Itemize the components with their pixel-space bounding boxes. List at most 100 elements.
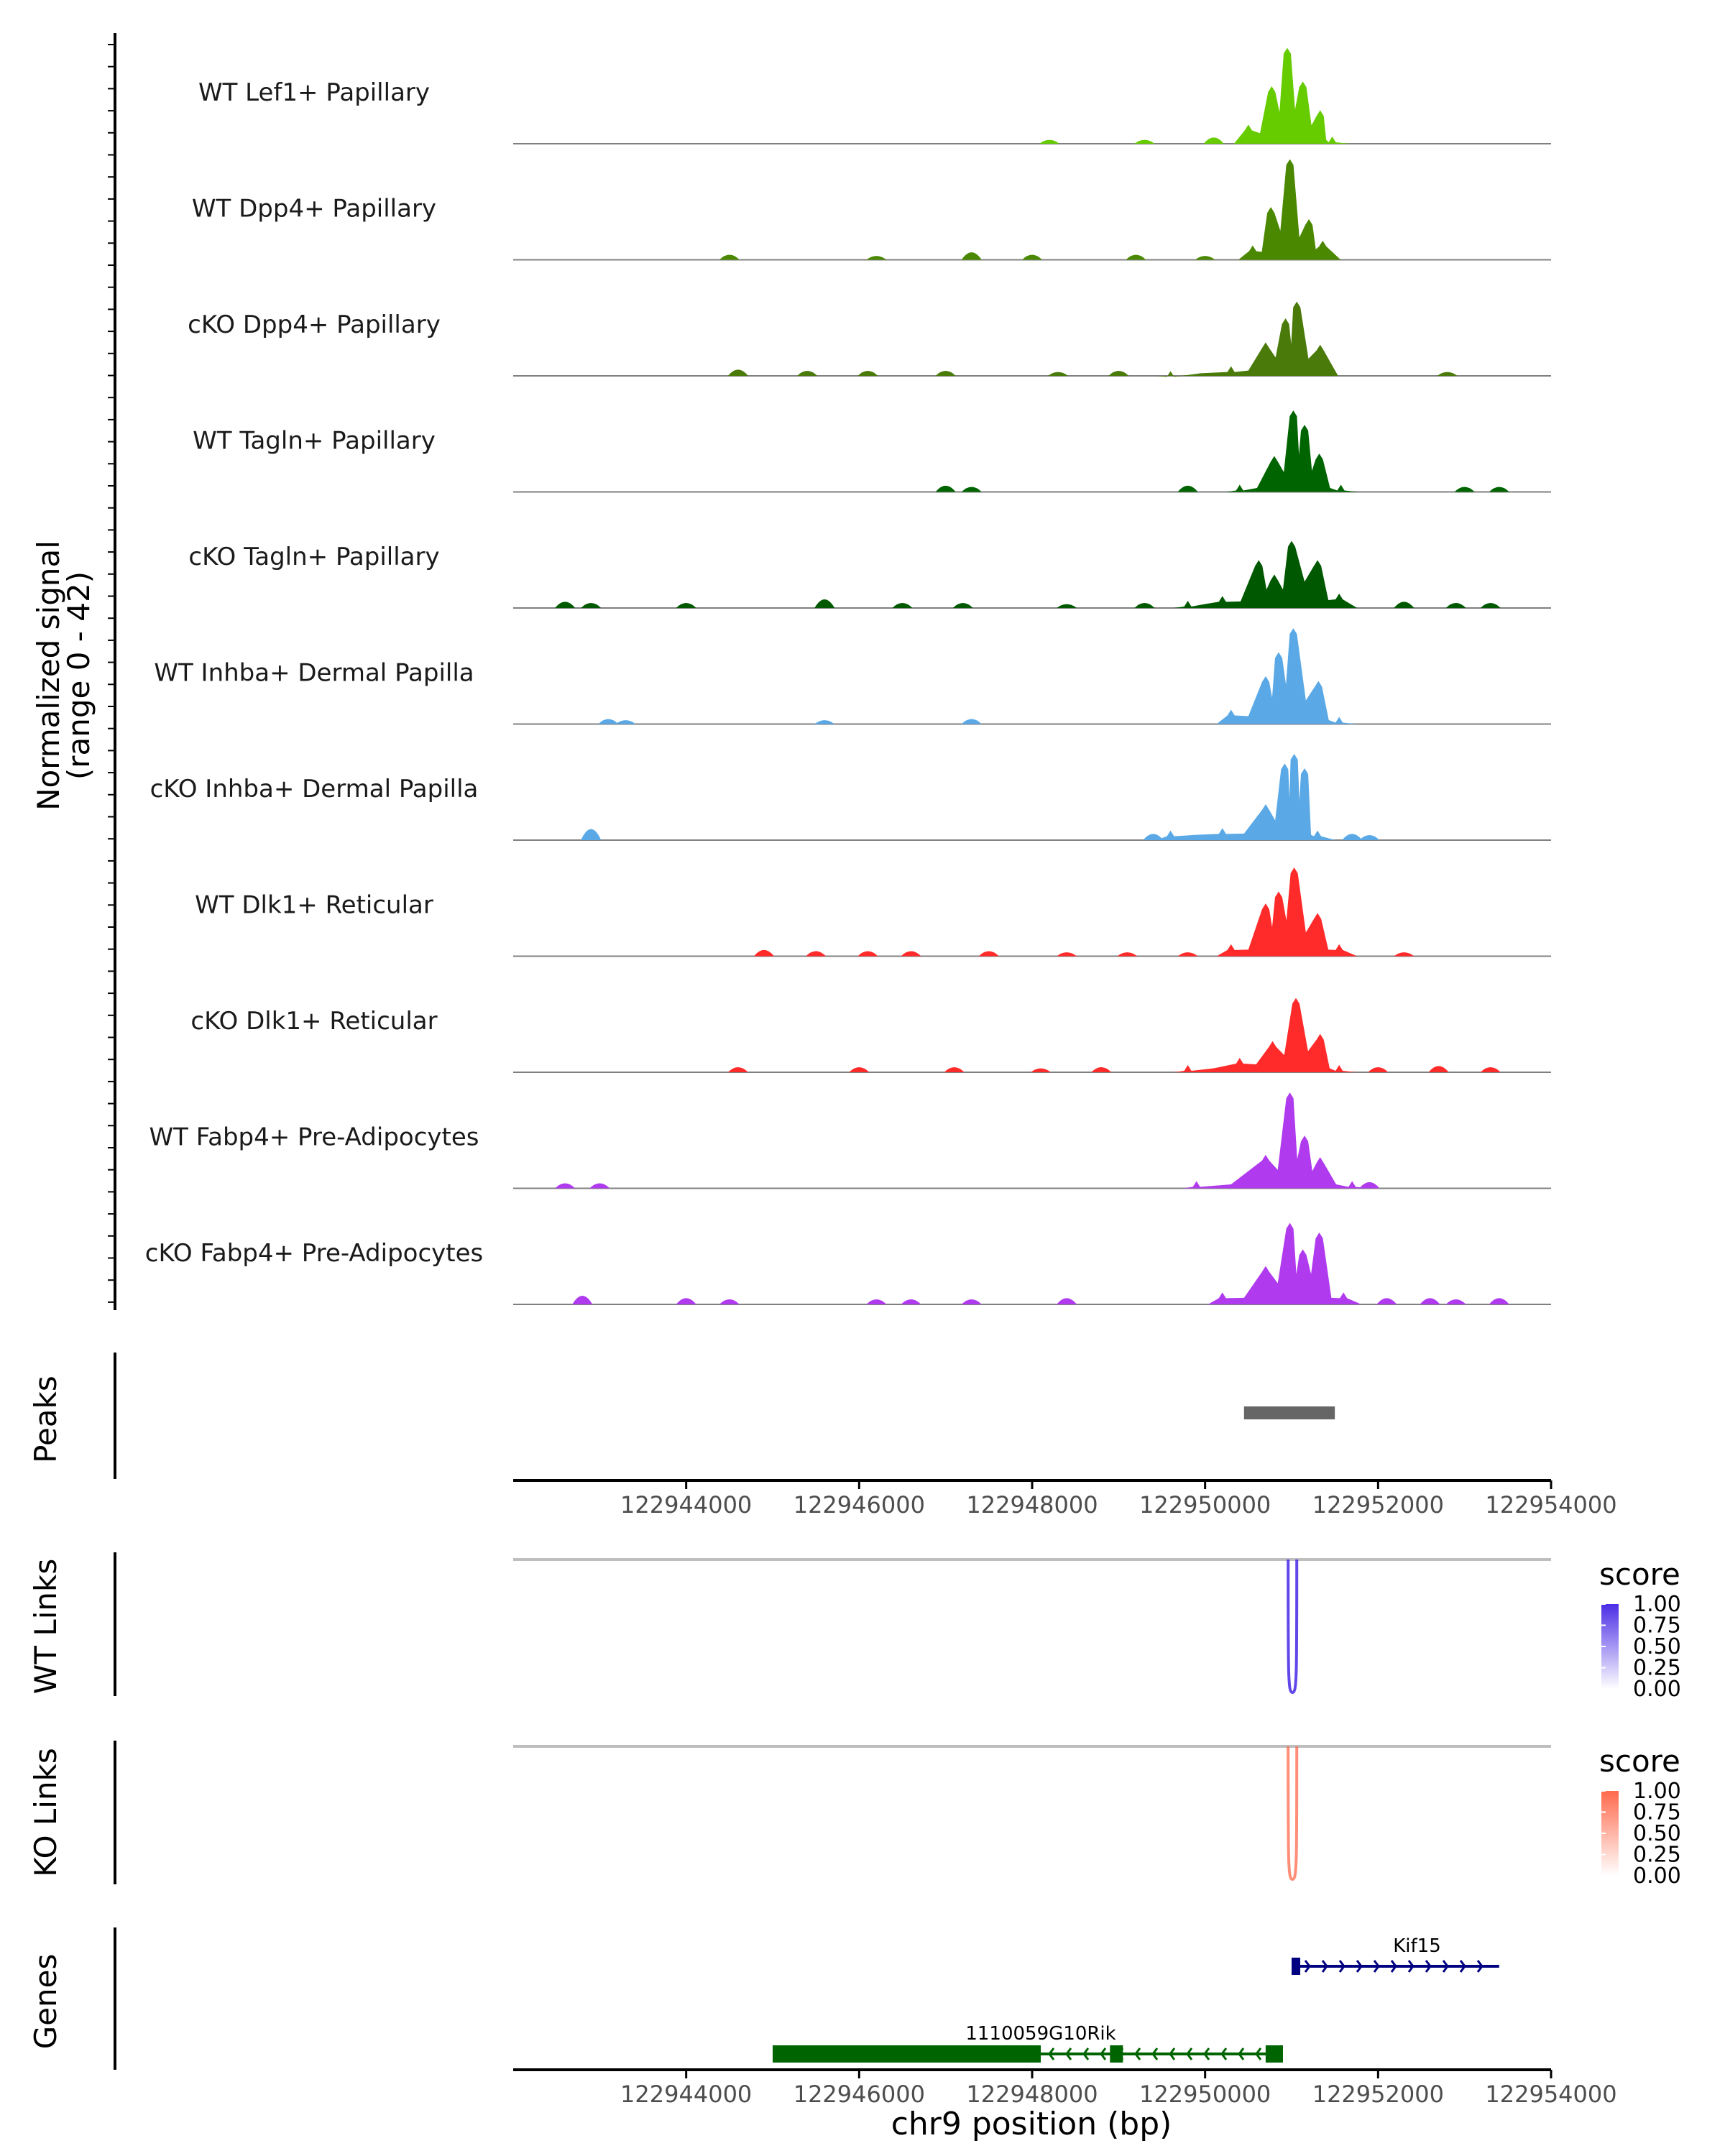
ko-links-track-label: KO Links: [28, 1748, 63, 1877]
signal-bump: [1022, 254, 1042, 260]
track-wt-fabp4-pre-adipocytes: WT Fabp4+ Pre-Adipocytes: [150, 1092, 1551, 1189]
strand-chevron: [1203, 2047, 1210, 2060]
legend-value: 0.50: [1633, 1634, 1681, 1659]
strand-chevron: [1255, 2047, 1262, 2060]
signal-bump: [1394, 952, 1414, 957]
legend-value: 0.25: [1633, 1843, 1681, 1868]
signal-bump: [676, 603, 696, 608]
signal-bump: [857, 371, 878, 376]
x-axis-tick-label: 122954000: [1485, 1491, 1616, 1519]
wt-links-track: [513, 1558, 1551, 1695]
track-label: WT Dpp4+ Papillary: [192, 195, 436, 224]
signal-bump: [814, 720, 835, 724]
ko-links-track: [513, 1745, 1551, 1881]
strand-chevron: [1476, 1960, 1484, 1973]
x-axis-tick-label: 122946000: [794, 1491, 925, 1519]
signal-peak-area: [1208, 1222, 1362, 1304]
signal-bump: [1376, 1298, 1397, 1304]
signal-bump: [1195, 256, 1215, 260]
signal-bump: [581, 603, 602, 608]
signal-peak-area: [1238, 159, 1341, 260]
strand-chevron: [1065, 2047, 1072, 2060]
signal-bump: [1342, 834, 1363, 840]
signal-bump: [1134, 603, 1155, 608]
strand-chevron: [1356, 1960, 1363, 1973]
signal-bump: [866, 1299, 887, 1304]
gene-exon: [1292, 1958, 1301, 1975]
track-label: cKO Tagln+ Papillary: [188, 543, 439, 571]
signal-bump: [727, 369, 748, 376]
strand-chevron: [1459, 1960, 1466, 1973]
signal-peak-area: [1156, 754, 1336, 840]
x-axis-tick-label: 122952000: [1312, 2081, 1444, 2108]
wt-links-legend-title: score: [1599, 1557, 1680, 1592]
signal-bump: [676, 1298, 696, 1304]
x-axis-tick-label: 122950000: [1139, 1491, 1271, 1519]
legend-value: 0.25: [1633, 1656, 1681, 1681]
track-wt-inhba-dermal-papilla: WT Inhba+ Dermal Papilla: [154, 628, 1551, 725]
signal-bump: [1177, 485, 1198, 492]
signal-bump: [727, 1067, 748, 1072]
strand-chevron: [1390, 1960, 1397, 1973]
signal-bump: [944, 1067, 965, 1072]
gene-exon: [1265, 2045, 1283, 2063]
signal-bump: [901, 1299, 921, 1304]
signal-bump: [797, 371, 818, 376]
signal-bump: [849, 1067, 870, 1072]
strand-chevron: [1082, 2047, 1090, 2060]
signal-bump: [1428, 1066, 1449, 1072]
signal-peak-area: [1173, 998, 1358, 1072]
signal-bump: [719, 1299, 740, 1304]
signal-bump: [1134, 139, 1155, 144]
track-cko-dpp4-papillary: cKO Dpp4+ Papillary: [188, 301, 1551, 377]
signal-axis-ticks: [108, 44, 115, 1303]
signal-bump: [1359, 835, 1380, 840]
signal-bump: [1057, 952, 1077, 957]
strand-chevron: [1169, 2047, 1176, 2060]
strand-chevron: [1442, 1960, 1449, 1973]
signal-bump: [961, 719, 982, 724]
signal-bump: [866, 256, 887, 260]
ko-links-legend: score 1.000.750.500.250.00: [1599, 1743, 1681, 1889]
signal-bump: [555, 602, 576, 608]
x-axis-tick-label: 122948000: [966, 2081, 1098, 2108]
gene-1110059g10rik: 1110059G10Rik: [773, 2023, 1283, 2063]
track-wt-dlk1-reticular: WT Dlk1+ Reticular: [195, 867, 1551, 957]
gene-exon: [1110, 2045, 1123, 2063]
signal-bump: [1126, 254, 1146, 260]
signal-bump: [555, 1183, 576, 1189]
legend-value: 0.50: [1633, 1821, 1681, 1846]
signal-peak-area: [1173, 540, 1358, 608]
track-wt-dpp4-papillary: WT Dpp4+ Papillary: [192, 159, 1551, 261]
track-label: WT Dlk1+ Reticular: [195, 891, 433, 920]
track-wt-lef1-papillary: WT Lef1+ Papillary: [198, 47, 1551, 144]
link-arc: [1287, 1559, 1299, 1695]
strand-chevron: [1220, 2047, 1228, 2060]
strand-chevron: [1338, 1960, 1346, 1973]
signal-bump: [1057, 604, 1077, 608]
strand-chevron: [1048, 2047, 1055, 2060]
signal-bump: [814, 599, 835, 608]
wt-links-track-label: WT Links: [28, 1559, 63, 1694]
signal-bump: [1489, 1298, 1509, 1304]
x-axis-tick-label: 122944000: [620, 1491, 752, 1519]
signal-bump: [1420, 1298, 1440, 1304]
gene-kif15: Kif15: [1292, 1935, 1499, 1975]
signal-bump: [935, 485, 956, 492]
signal-bump: [1394, 602, 1414, 608]
signal-bump: [753, 949, 774, 957]
signal-axis-label-line1: Normalized signal: [31, 540, 66, 811]
track-cko-tagln-papillary: cKO Tagln+ Papillary: [188, 540, 1551, 609]
signal-peak-area: [1216, 628, 1358, 724]
legend-value: 0.00: [1633, 1677, 1681, 1702]
signal-bump: [1091, 1067, 1112, 1072]
track-label: WT Tagln+ Papillary: [193, 427, 436, 456]
x-axis-tick-label: 122948000: [966, 1491, 1098, 1519]
genes-track-label: Genes: [28, 1954, 63, 2050]
strand-chevron: [1407, 1960, 1414, 1973]
coverage-tracks: WT Lef1+ Papillary WT Dpp4+ Papillary cKO …: [145, 47, 1551, 1305]
signal-bump: [961, 1299, 982, 1304]
legend-value: 1.00: [1633, 1592, 1681, 1617]
signal-bump: [719, 254, 740, 260]
legend-value: 0.75: [1633, 1613, 1681, 1639]
